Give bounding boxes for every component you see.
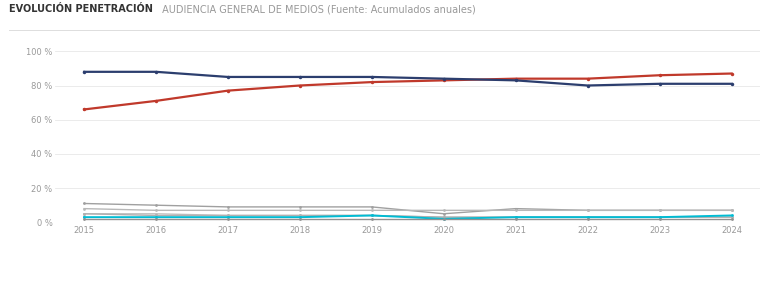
Text: AUDIENCIA GENERAL DE MEDIOS (Fuente: Acumulados anuales): AUDIENCIA GENERAL DE MEDIOS (Fuente: Acu… bbox=[159, 4, 475, 14]
Text: EVOLUCIÓN PENETRACIÓN: EVOLUCIÓN PENETRACIÓN bbox=[9, 4, 153, 14]
